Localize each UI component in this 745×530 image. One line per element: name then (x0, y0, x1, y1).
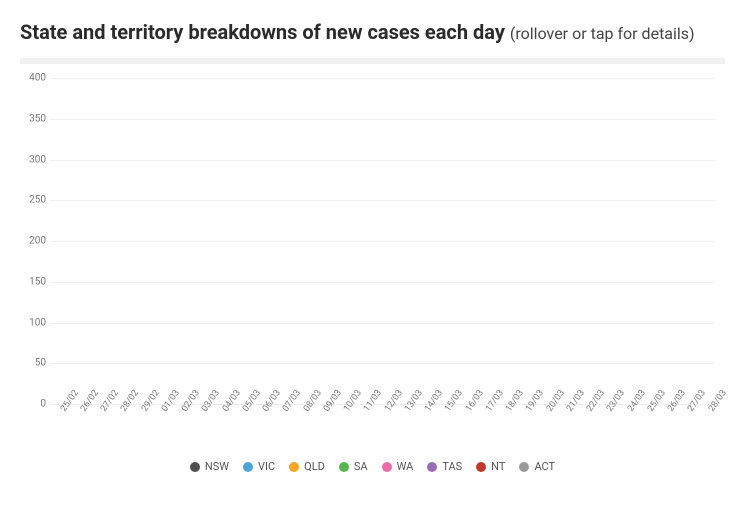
y-tick-label: 300 (20, 154, 46, 165)
legend-label: NSW (205, 460, 229, 473)
x-tick: 28/03 (698, 404, 715, 438)
x-tick: 21/03 (556, 404, 573, 438)
x-tick: 03/03 (192, 404, 209, 438)
legend-swatch-icon (427, 462, 437, 472)
y-tick-label: 0 (20, 399, 46, 410)
y-tick-label: 50 (20, 358, 46, 369)
x-tick: 11/03 (354, 404, 371, 438)
x-tick: 01/03 (151, 404, 168, 438)
legend-swatch-icon (243, 462, 253, 472)
chart-title-main: State and territory breakdowns of new ca… (20, 20, 505, 44)
legend-label: ACT (534, 460, 555, 473)
x-tick: 18/03 (496, 404, 513, 438)
legend-label: QLD (304, 460, 325, 473)
x-tick: 25/03 (637, 404, 654, 438)
x-tick: 05/03 (232, 404, 249, 438)
legend-item-nt[interactable]: NT (476, 460, 505, 473)
x-tick: 25/02 (50, 404, 67, 438)
legend-swatch-icon (190, 462, 200, 472)
x-tick: 13/03 (394, 404, 411, 438)
legend-swatch-icon (476, 462, 486, 472)
x-tick: 16/03 (455, 404, 472, 438)
x-tick: 19/03 (516, 404, 533, 438)
x-tick: 23/03 (597, 404, 614, 438)
x-tick: 08/03 (293, 404, 310, 438)
legend-label: WA (397, 460, 414, 473)
legend-label: SA (354, 460, 368, 473)
y-tick-label: 400 (20, 73, 46, 84)
y-tick-label: 250 (20, 195, 46, 206)
x-tick: 14/03 (415, 404, 432, 438)
y-tick-label: 200 (20, 236, 46, 247)
x-tick: 26/02 (70, 404, 87, 438)
x-tick: 24/03 (617, 404, 634, 438)
legend-item-wa[interactable]: WA (382, 460, 414, 473)
y-tick-label: 350 (20, 113, 46, 124)
x-tick: 20/03 (536, 404, 553, 438)
legend-item-tas[interactable]: TAS (427, 460, 462, 473)
chart-area: 050100150200250300350400 25/0226/0227/02… (50, 78, 715, 438)
legend-swatch-icon (339, 462, 349, 472)
chart-title: State and territory breakdowns of new ca… (20, 16, 725, 48)
x-tick: 09/03 (313, 404, 330, 438)
y-tick-label: 100 (20, 317, 46, 328)
x-tick: 07/03 (273, 404, 290, 438)
legend-label: VIC (258, 460, 275, 473)
x-tick: 02/03 (172, 404, 189, 438)
x-tick: 06/03 (253, 404, 270, 438)
legend-swatch-icon (382, 462, 392, 472)
title-divider (20, 58, 725, 64)
x-tick: 27/03 (678, 404, 695, 438)
x-tick: 17/03 (475, 404, 492, 438)
legend-label: NT (491, 460, 505, 473)
bars-container (50, 78, 715, 404)
x-tick: 15/03 (435, 404, 452, 438)
x-axis-labels: 25/0226/0227/0228/0229/0201/0302/0303/03… (50, 404, 715, 438)
x-tick: 27/02 (91, 404, 108, 438)
x-tick: 28/02 (111, 404, 128, 438)
x-tick: 12/03 (374, 404, 391, 438)
legend-item-sa[interactable]: SA (339, 460, 368, 473)
legend-item-act[interactable]: ACT (519, 460, 555, 473)
x-tick: 22/03 (577, 404, 594, 438)
plot-area: 050100150200250300350400 (50, 78, 715, 404)
chart-title-sub: (rollover or tap for details) (510, 24, 695, 43)
x-tick: 04/03 (212, 404, 229, 438)
legend-item-nsw[interactable]: NSW (190, 460, 229, 473)
legend-item-qld[interactable]: QLD (289, 460, 325, 473)
legend-swatch-icon (289, 462, 299, 472)
legend-item-vic[interactable]: VIC (243, 460, 275, 473)
x-tick: 10/03 (334, 404, 351, 438)
legend-swatch-icon (519, 462, 529, 472)
legend: NSW VIC QLD SA WA TAS NT ACT (20, 460, 725, 473)
x-tick: 29/02 (131, 404, 148, 438)
legend-label: TAS (442, 460, 462, 473)
y-tick-label: 150 (20, 276, 46, 287)
x-tick: 26/03 (658, 404, 675, 438)
